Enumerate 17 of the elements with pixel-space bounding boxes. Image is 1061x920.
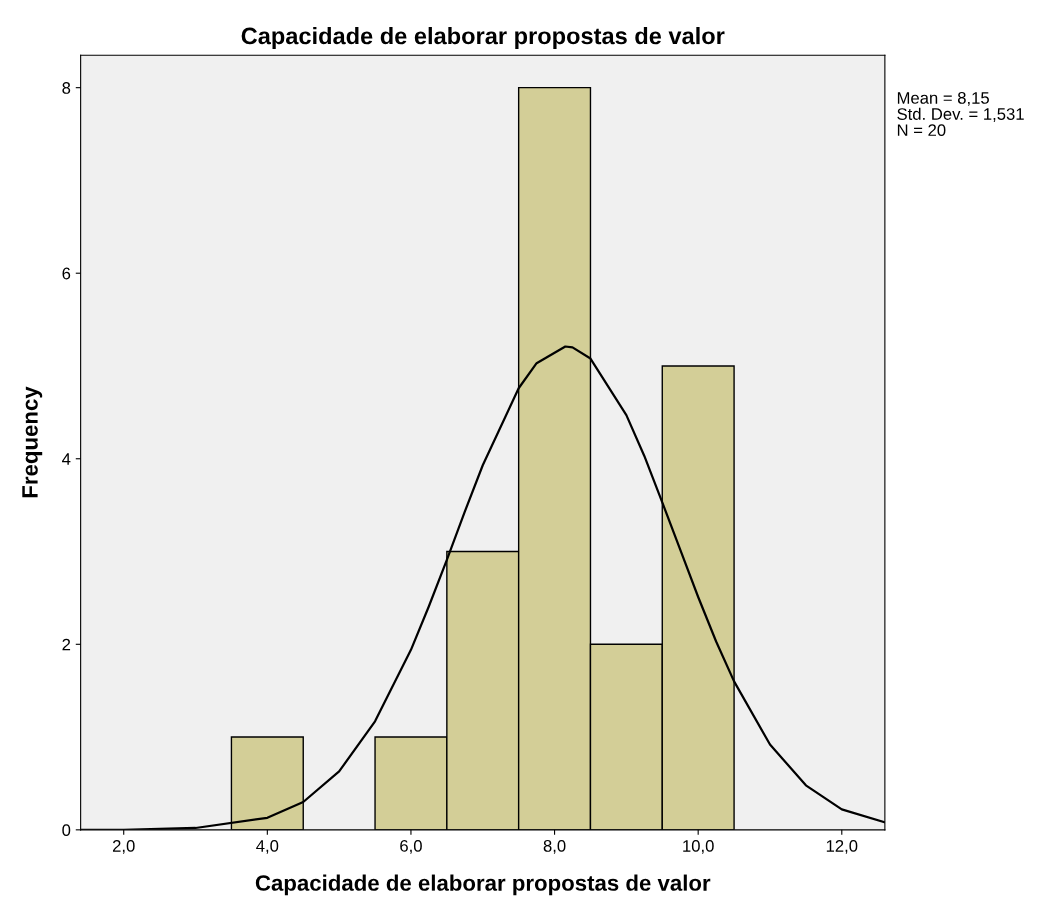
y-tick-label: 2	[62, 638, 71, 651]
y-tick-label: 8	[62, 82, 71, 94]
y-axis-title: Frequency	[22, 386, 43, 498]
text: Mean = 8,15	[897, 92, 989, 106]
text: N = 20	[897, 124, 946, 137]
y-tick-label: 6	[62, 267, 71, 280]
y-tick-label: 4	[62, 453, 71, 465]
x-tick-label: 6,0	[400, 840, 422, 854]
x-axis-title: Capacidade de elaborar propostas de valor	[255, 874, 711, 896]
x-tick-label: 12,0	[826, 840, 858, 854]
x-tick-label: 8,0	[543, 840, 566, 854]
x-tick-label: 2,0	[112, 840, 135, 854]
chart-title: Capacidade de elaborar propostas de valor	[241, 26, 725, 49]
y-tick-label: 0	[62, 824, 71, 837]
x-tick-label: 4,0	[256, 840, 279, 854]
x-tick-label: 10,0	[683, 840, 714, 854]
text: Std. Dev. = 1,531	[897, 107, 1024, 122]
